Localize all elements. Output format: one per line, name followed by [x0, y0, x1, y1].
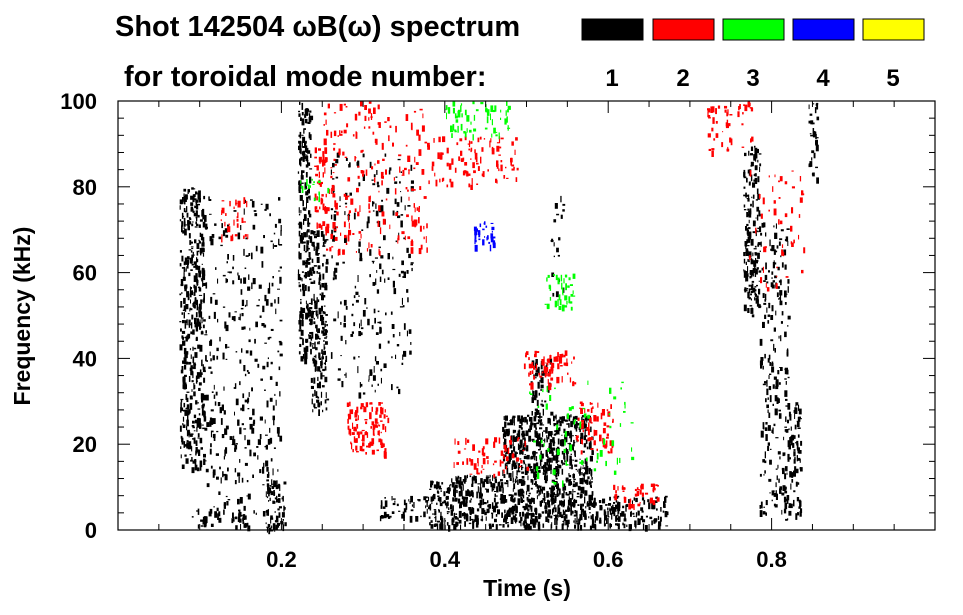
y-tick-label: 20	[73, 432, 97, 457]
spectrum-region-mode-2	[453, 436, 529, 478]
legend-swatch-mode-4	[792, 18, 855, 41]
spectrum-region-mode-1	[191, 508, 251, 532]
legend: 1 2 3 4 5	[581, 18, 925, 92]
spectrum-region-mode-2	[749, 170, 806, 292]
spectrum-region-mode-2	[431, 136, 519, 190]
legend-swatch-mode-2	[652, 18, 715, 41]
spectrum-region-mode-1	[379, 495, 432, 523]
legend-label-mode-1: 1	[605, 65, 618, 92]
spectrum-region-mode-1	[808, 102, 820, 184]
y-tick-label: 100	[60, 89, 97, 114]
spectrum-region-mode-3	[445, 101, 511, 141]
spectrum-region-mode-1	[297, 101, 314, 365]
spectrum-region-mode-2	[707, 101, 754, 157]
y-tick-label: 40	[73, 346, 97, 371]
x-tick-label: 0.4	[430, 547, 461, 572]
spectrum-region-mode-1	[591, 495, 669, 532]
spectrum-region-mode-3	[529, 380, 635, 487]
spectrum-region-mode-1	[428, 474, 504, 532]
spectrum-region-mode-1	[179, 187, 207, 474]
y-tick-label: 0	[85, 518, 97, 543]
spectrum-region-mode-2	[314, 147, 330, 236]
spectrum-region-mode-1	[783, 402, 803, 521]
spectrum-region-mode-2	[523, 350, 577, 391]
spectrum-region-mode-2	[220, 197, 249, 243]
tick-labels: 0.2 0.4 0.6 0.8 0 20 40 60 80 100	[60, 89, 787, 572]
chart-title-line2: for toroidal mode number:	[124, 61, 487, 93]
spectrum-region-mode-2	[613, 483, 660, 510]
legend-label-mode-4: 4	[816, 65, 830, 92]
y-tick-label: 80	[73, 175, 97, 200]
spectrum-region-mode-1	[548, 195, 566, 298]
legend-label-mode-3: 3	[746, 65, 759, 92]
legend-label-mode-5: 5	[886, 65, 899, 92]
spectrum-region-mode-1	[330, 152, 414, 399]
spectrum-region-mode-1	[743, 145, 762, 318]
legend-swatch-mode-1	[581, 18, 644, 41]
spectrum-region-mode-2	[575, 401, 614, 455]
x-tick-label: 0.2	[266, 547, 297, 572]
legend-label-mode-2: 2	[676, 65, 689, 92]
y-tick-label: 60	[73, 261, 97, 286]
spectrum-region-mode-3	[300, 178, 330, 203]
axis-ticks	[118, 100, 936, 531]
chart-title-line1: Shot 142504 ωB(ω) spectrum	[115, 11, 520, 43]
legend-swatch-mode-5	[862, 18, 925, 41]
spectrum-region-mode-1	[204, 196, 283, 517]
spectrum-region-mode-1	[502, 414, 595, 531]
spectrum-region-mode-1	[759, 222, 791, 517]
spectrum-region-mode-2	[346, 401, 390, 459]
y-axis-label: Frequency (kHz)	[9, 227, 35, 406]
spectrum-region-mode-1	[310, 230, 330, 416]
spectrum-region-mode-3	[544, 273, 576, 312]
x-tick-label: 0.6	[593, 547, 624, 572]
plot-area	[179, 101, 820, 535]
x-tick-label: 0.8	[756, 547, 787, 572]
legend-swatch-mode-3	[722, 18, 785, 41]
x-axis-label: Time (s)	[483, 575, 571, 601]
spectrum-region-mode-4	[473, 221, 496, 252]
spectrum-region-mode-2	[322, 101, 430, 257]
